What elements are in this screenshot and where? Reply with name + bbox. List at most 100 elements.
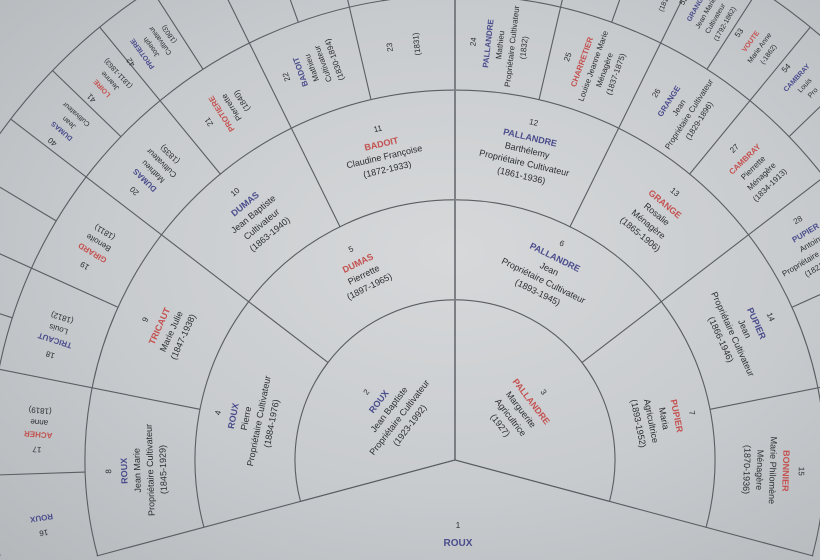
person-cell: 23 (1831) bbox=[385, 32, 423, 56]
person-detail: Pierre bbox=[239, 406, 253, 432]
person-number: 27 bbox=[728, 142, 741, 155]
radial-divider bbox=[157, 0, 204, 70]
radial-divider bbox=[0, 368, 201, 410]
radial-divider bbox=[347, 0, 372, 100]
person-cell: 17 ACHER anne(1819) bbox=[23, 405, 52, 454]
person-number: 9 bbox=[140, 315, 150, 323]
person-cell: 16 ROUX bbox=[29, 512, 54, 538]
person-detail: Jean Marie bbox=[131, 448, 142, 493]
person-detail: Propriétaire Cultivateur bbox=[144, 424, 157, 516]
person-surname: ROUX bbox=[226, 402, 241, 429]
person-number: 17 bbox=[32, 444, 42, 454]
radial-divider bbox=[289, 0, 299, 23]
radial-divider bbox=[0, 253, 119, 308]
person-cell: 51PUPIERCultivat(1814-1853) bbox=[651, 0, 680, 13]
person-number: 13 bbox=[668, 186, 681, 199]
person-surname: PALLANDRE bbox=[481, 18, 496, 68]
person-detail: Ménagère bbox=[754, 450, 765, 491]
person-number: 7 bbox=[687, 410, 697, 417]
person-surname: BONNIER bbox=[780, 450, 791, 492]
radial-divider bbox=[689, 26, 811, 175]
radial-divider bbox=[0, 313, 13, 319]
radial-divider bbox=[788, 105, 820, 137]
person-number: 52 bbox=[678, 0, 690, 7]
root-number: 1 bbox=[456, 521, 461, 530]
person-detail: Maria bbox=[657, 406, 671, 430]
person-number: 5 bbox=[347, 244, 355, 254]
person-number: 10 bbox=[229, 186, 242, 199]
person-number: 6 bbox=[558, 238, 566, 248]
root-box-edge bbox=[300, 459, 610, 502]
person-detail: (1832) bbox=[518, 35, 530, 59]
person-detail: Propriétaire Cultivateur bbox=[503, 5, 521, 88]
radial-divider bbox=[706, 0, 753, 70]
person-number: 53 bbox=[733, 26, 746, 39]
person-number: 2 bbox=[362, 387, 372, 396]
person-detail: (1819) bbox=[28, 405, 52, 416]
person-number: 3 bbox=[539, 388, 549, 397]
person-number: 26 bbox=[650, 86, 663, 99]
person-detail: (1831) bbox=[411, 32, 423, 56]
person-number: 14 bbox=[765, 311, 777, 323]
root-surname: ROUX bbox=[444, 538, 473, 549]
radial-divider bbox=[611, 0, 621, 23]
radial-divider bbox=[0, 471, 86, 476]
radial-divider bbox=[569, 0, 683, 228]
person-detail: Mathieu bbox=[494, 30, 506, 59]
person-number: 11 bbox=[373, 123, 384, 134]
person-number: 54 bbox=[780, 61, 793, 74]
person-number: 12 bbox=[528, 117, 539, 128]
person-detail: (1845-1929) bbox=[157, 445, 169, 494]
person-detail: anne bbox=[29, 417, 48, 427]
person-number: 21 bbox=[203, 115, 216, 128]
person-number: 41 bbox=[85, 91, 98, 104]
person-number: 20 bbox=[128, 184, 141, 197]
person-number: 4 bbox=[213, 409, 223, 416]
person-number: 23 bbox=[385, 42, 395, 52]
person-number: 16 bbox=[38, 528, 49, 538]
person-surname: ROUX bbox=[119, 458, 130, 484]
root-cell: 1 ROUX bbox=[444, 521, 473, 549]
person-surname: ACHER bbox=[23, 429, 52, 440]
radial-divider bbox=[10, 118, 329, 364]
radial-divider bbox=[227, 0, 341, 228]
radial-divider bbox=[581, 179, 820, 364]
radial-divider bbox=[52, 70, 122, 137]
person-number: 42 bbox=[124, 55, 137, 68]
person-number: 18 bbox=[44, 349, 56, 360]
person-detail: (1870-1936) bbox=[741, 445, 753, 494]
person-number: 25 bbox=[562, 51, 574, 63]
person-number: 24 bbox=[468, 36, 478, 46]
person-detail: Marie Philomène bbox=[767, 436, 779, 504]
person-number: 22 bbox=[281, 71, 293, 83]
person-number: 28 bbox=[792, 214, 805, 227]
